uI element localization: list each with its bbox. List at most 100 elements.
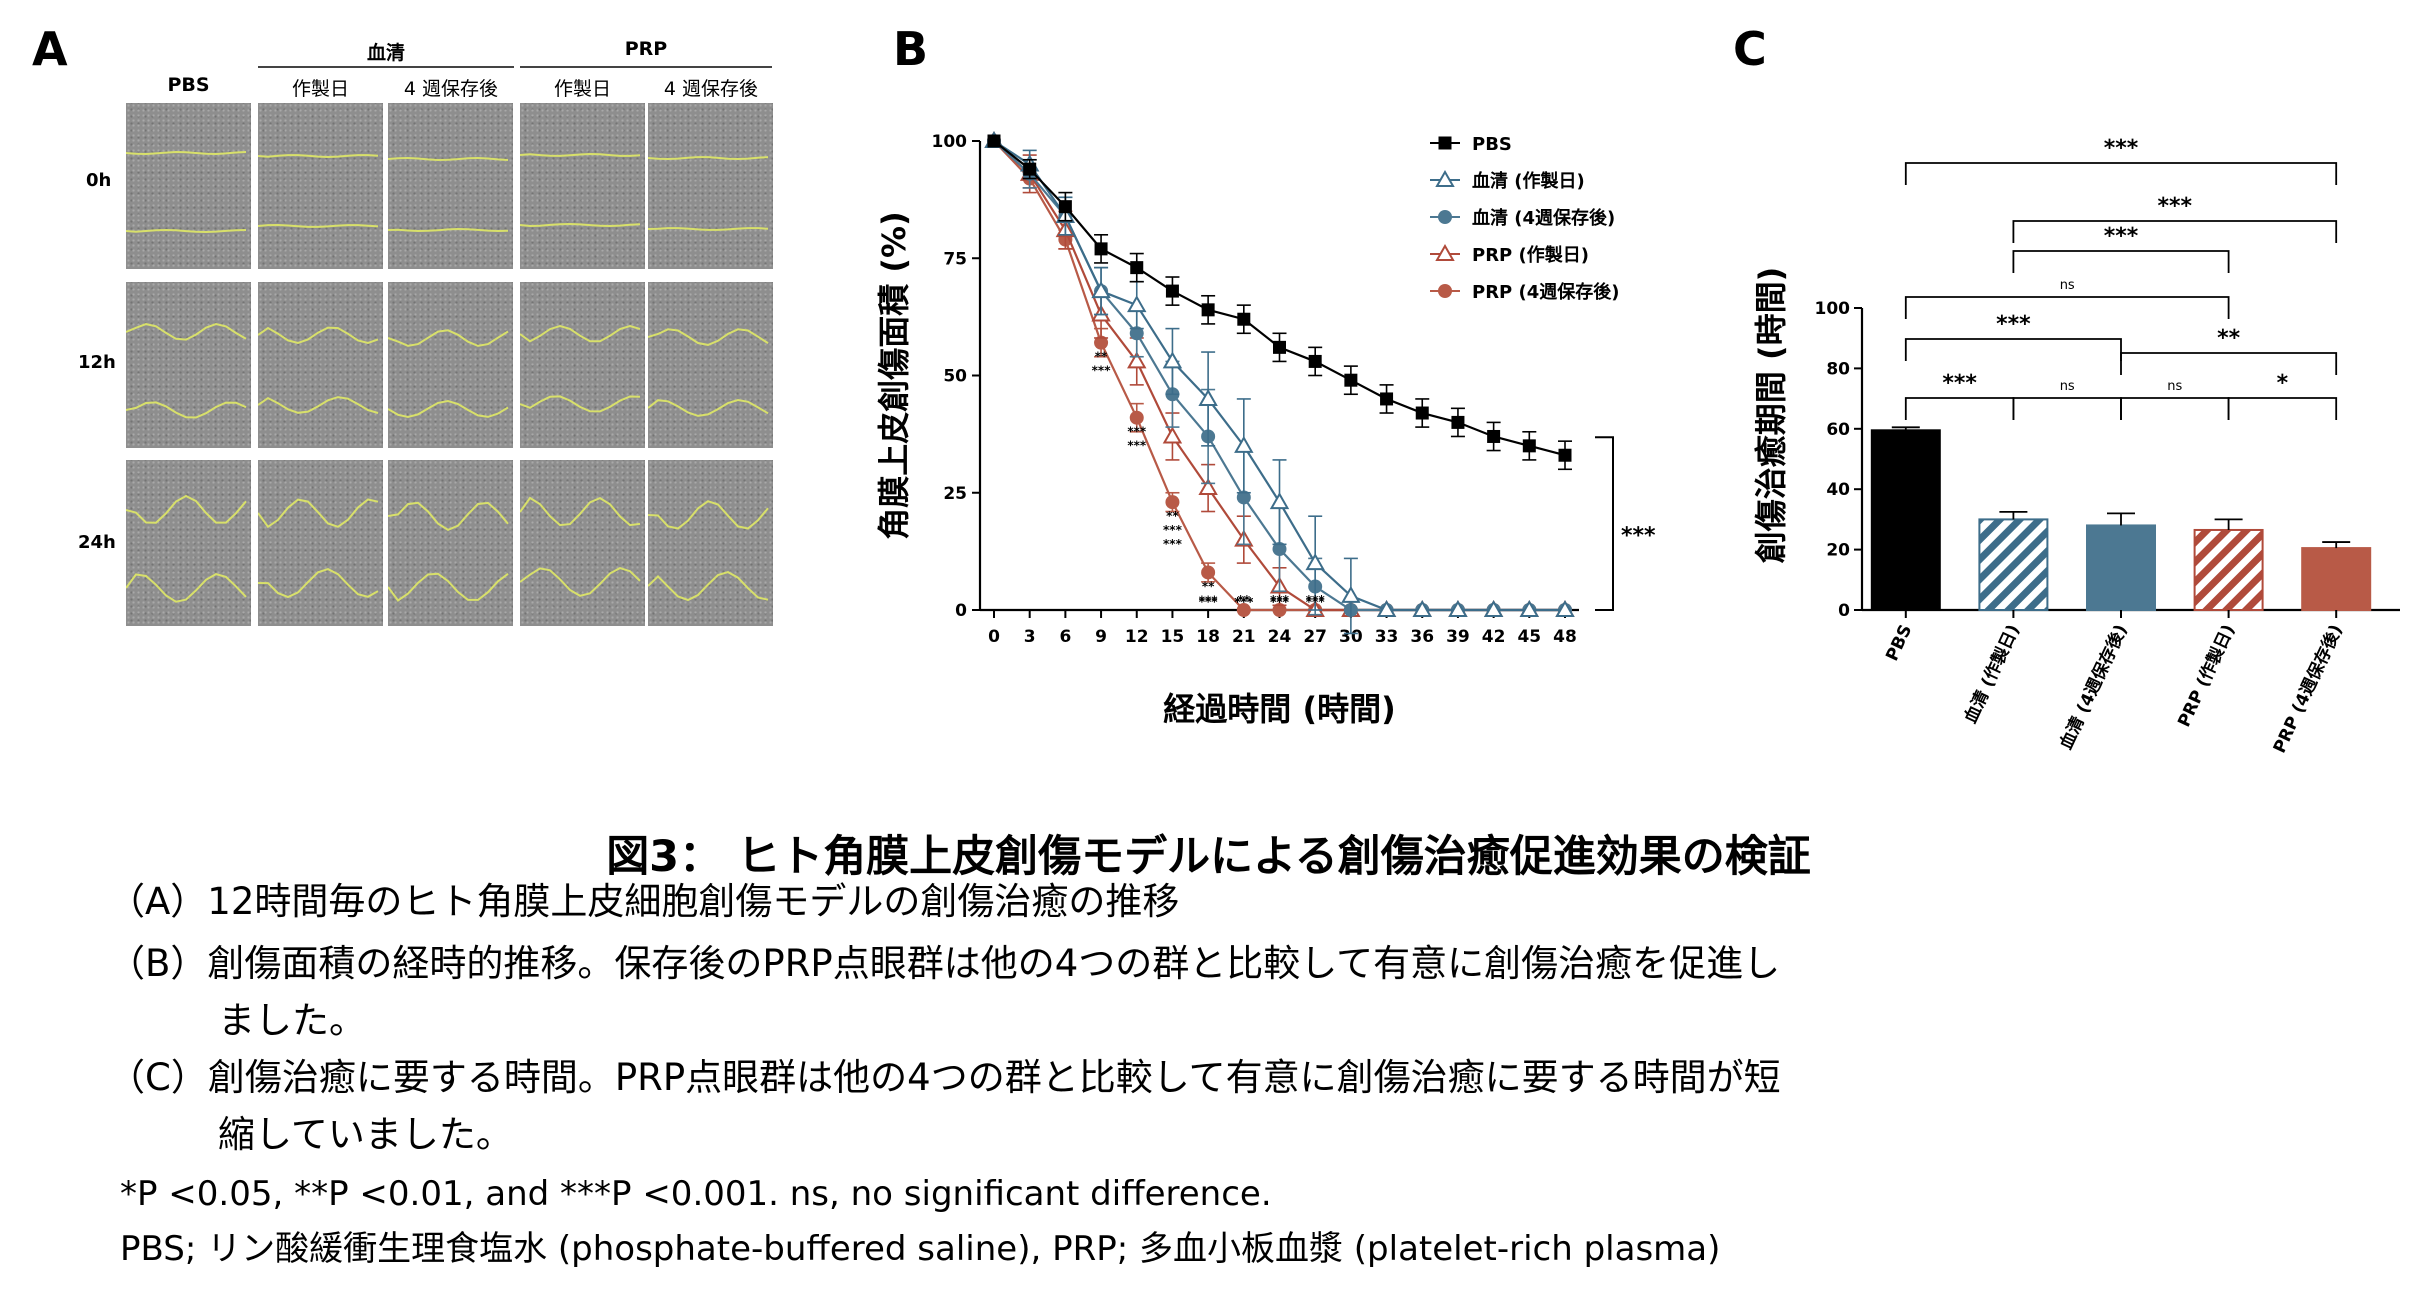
column-header-serum-4w: 4 週保存後 (403, 78, 499, 100)
series-4-point (1094, 335, 1109, 350)
series-2-point (1236, 490, 1251, 505)
series-3-point (1198, 478, 1218, 496)
series-4-point (1272, 603, 1287, 617)
comparison-label: * (2277, 371, 2289, 396)
microscopy-image (126, 282, 251, 448)
series-3-point (1055, 220, 1076, 238)
series-2-point (1201, 429, 1216, 444)
caption-line-b1: （B）創傷面積の経時的推移。保存後のPRP点眼群は他の4つの群と比較して有意に創… (108, 942, 1781, 985)
series-2-point (1272, 542, 1287, 557)
series-1-point (1341, 585, 1361, 603)
x-tick-label: 36 (1410, 627, 1434, 647)
series-0-point (1201, 303, 1215, 317)
series-3-point (1162, 426, 1183, 444)
point-significance-label: *** (1199, 595, 1219, 609)
series-3-point (1019, 163, 1040, 181)
point-significance-label: *** (1306, 595, 1326, 609)
comparison-bracket (2120, 397, 2230, 420)
series-3-point (1519, 599, 1540, 617)
panel-a-letter: A (32, 22, 68, 76)
series-0-point (1094, 242, 1108, 256)
bar (2086, 524, 2156, 611)
series-0-point (1558, 448, 1572, 462)
legend-4-point (1438, 284, 1452, 298)
series-1-point (1305, 553, 1325, 571)
series-1-point (1162, 351, 1183, 369)
bar (2193, 528, 2264, 611)
y-axis-label: 角膜上皮創傷面積 (%) (875, 211, 913, 539)
caption-line-c2: 縮していました。 (218, 1113, 513, 1156)
column-header-serum-day0: 作製日 (291, 78, 349, 100)
series-4-point (1522, 603, 1537, 617)
microscopy-image (388, 282, 513, 448)
legend-1-point (1435, 169, 1455, 187)
bar-y-tick-label: 40 (1826, 480, 1850, 500)
series-1-point (1376, 599, 1397, 617)
series-4-point (1486, 603, 1501, 617)
series-4-point (1379, 603, 1394, 617)
comparison-label: ** (2217, 326, 2241, 351)
x-tick-label: 48 (1553, 627, 1577, 647)
series-4-point (987, 134, 1001, 148)
comparison-bracket (2012, 397, 2122, 420)
microscopy-image (258, 103, 383, 269)
microscopy-image (258, 460, 383, 626)
x-tick-label: 9 (1095, 627, 1107, 647)
series-0-point (1451, 415, 1465, 429)
comparison-bracket (1904, 338, 2122, 361)
microscopy-image (648, 282, 773, 448)
panel-b-letter: B (893, 22, 929, 76)
series-3-point (1127, 351, 1147, 369)
series-0-point (1522, 439, 1536, 453)
bar-y-tick-label: 20 (1826, 541, 1850, 561)
point-significance-label: *** (1199, 593, 1219, 607)
series-0-point (1487, 429, 1501, 443)
x-tick-label: 21 (1232, 627, 1256, 647)
series-3-point (1448, 599, 1468, 617)
row-label-12h: 12h (78, 352, 116, 373)
prp-group-header: PRP (624, 38, 668, 60)
x-axis-label: 経過時間 (時間) (1163, 690, 1395, 728)
series-0-point (1023, 162, 1037, 176)
comparison-label: *** (1942, 371, 1977, 396)
panel-c-letter: C (1733, 22, 1767, 76)
legend-0-point (1438, 136, 1452, 150)
y-tick-label: 100 (932, 132, 968, 152)
bar-y-tick-label: 100 (1815, 299, 1851, 319)
x-tick-label: 0 (988, 627, 1000, 647)
series-2-point (987, 134, 1001, 148)
bar-y-tick-label: 80 (1826, 359, 1850, 379)
point-significance-label: *** (1270, 595, 1290, 609)
row-label-0h: 0h (86, 170, 112, 191)
series-0-line (993, 140, 1566, 457)
series-0-point (1130, 261, 1144, 275)
legend-label: PRP (4週保存後) (1472, 281, 1620, 303)
x-tick-label: 39 (1446, 627, 1470, 647)
point-significance-label: *** (1234, 595, 1254, 609)
series-1-point (1555, 599, 1575, 617)
series-0-point (1415, 406, 1429, 420)
x-tick-label: 42 (1482, 627, 1506, 647)
prp-group-line (520, 66, 772, 68)
series-1-point (1448, 599, 1468, 617)
bar-category-label: PRP (作製日) (2173, 621, 2239, 730)
comparison-bracket (1904, 397, 2015, 420)
y-tick-label: 75 (943, 249, 967, 269)
significance-bracket (1595, 436, 1614, 611)
comparison-label: ns (2060, 379, 2075, 394)
series-3-point (1483, 599, 1504, 617)
series-0-point (1344, 373, 1358, 387)
caption-abbreviations: PBS; リン酸緩衝生理食塩水 (phosphate-buffered sali… (120, 1229, 1721, 1269)
bar (1978, 518, 2049, 612)
comparison-bracket (1904, 162, 2338, 185)
legend-label: 血清 (作製日) (1472, 170, 1585, 192)
bar-y-tick-label: 0 (1838, 601, 1850, 621)
point-significance-label: *** (1163, 537, 1183, 551)
series-4-point (1165, 495, 1180, 510)
series-1-point (1269, 492, 1290, 510)
series-4-point (1343, 603, 1358, 617)
x-tick-label: 6 (1059, 627, 1071, 647)
y-tick-label: 25 (943, 484, 967, 504)
microscopy-image (126, 460, 251, 626)
series-1-point (1412, 599, 1432, 617)
